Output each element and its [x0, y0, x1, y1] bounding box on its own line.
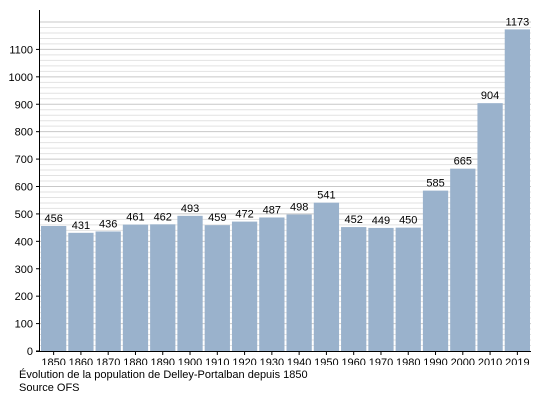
y-tick-label: 100 — [15, 319, 33, 331]
bar-1920 — [231, 221, 258, 351]
y-tick-label: 1000 — [9, 72, 33, 84]
data-label-1960: 452 — [345, 214, 363, 226]
data-label-1920: 472 — [235, 209, 253, 221]
y-tick-label: 800 — [15, 127, 33, 139]
data-label-1890: 462 — [154, 211, 172, 223]
x-tick-label-1920: 1920 — [232, 357, 256, 365]
bar-1880 — [122, 224, 149, 351]
x-tick-label-1910: 1910 — [205, 357, 229, 365]
x-tick-label-1860: 1860 — [69, 357, 93, 365]
data-label-1850: 456 — [44, 213, 62, 225]
data-label-1910: 459 — [208, 212, 226, 224]
bar-1960 — [341, 227, 367, 351]
x-tick-label-1870: 1870 — [96, 357, 120, 365]
x-tick-label-2010: 2010 — [478, 357, 502, 365]
data-label-1880: 461 — [126, 212, 144, 224]
x-tick-label-1970: 1970 — [369, 357, 393, 365]
data-label-1860: 431 — [72, 220, 90, 232]
y-tick-label: 200 — [15, 291, 33, 303]
caption-title: Évolution de la population de Delley-Por… — [19, 369, 308, 381]
bar-1850 — [41, 225, 67, 351]
x-tick-label-1950: 1950 — [314, 357, 338, 365]
axes — [36, 10, 531, 355]
bar-1910 — [204, 225, 230, 351]
bar-1900 — [177, 215, 203, 351]
x-tick-label-1900: 1900 — [178, 357, 202, 365]
bar-1950 — [313, 202, 340, 351]
data-label-1950: 541 — [317, 190, 335, 202]
gridlines — [40, 21, 531, 347]
data-label-2019: 1173 — [506, 16, 530, 28]
x-tick-label-1990: 1990 — [423, 357, 447, 365]
caption-source: Source OFS — [19, 382, 80, 394]
x-tick-labels: 1850 1860 1870 1880 1890 1900 1910 1920 1930 1940… — [41, 357, 529, 365]
x-tick-label-1930: 1930 — [260, 357, 284, 365]
bars — [41, 29, 530, 352]
data-label-1990: 585 — [426, 178, 444, 190]
x-tick-label-1880: 1880 — [123, 357, 147, 365]
x-tick-label-1850: 1850 — [41, 357, 65, 365]
bar-1860 — [68, 232, 94, 351]
data-label-2010: 904 — [481, 90, 499, 102]
data-label-1930: 487 — [263, 204, 281, 216]
bar-1970 — [368, 227, 394, 351]
data-label-1970: 449 — [372, 215, 390, 227]
bar-1980 — [395, 227, 421, 351]
bar-1870 — [95, 231, 121, 351]
x-tick-label-1980: 1980 — [396, 357, 420, 365]
bar-1940 — [286, 214, 312, 351]
data-label-1940: 498 — [290, 201, 308, 213]
bar-2019 — [504, 29, 530, 352]
data-label-1870: 436 — [99, 218, 117, 230]
bar-1930 — [259, 217, 285, 351]
y-tick-label: 600 — [15, 182, 33, 194]
x-tick-label-2019: 2019 — [505, 357, 529, 365]
y-tick-labels: 0 100 200 300 400 500 600 700 800 900 1000 1100 — [9, 44, 33, 358]
y-tick-label: 0 — [27, 346, 33, 358]
y-tick-label: 1100 — [9, 44, 33, 56]
y-tick-label: 900 — [15, 99, 33, 111]
bar-1990 — [422, 190, 449, 351]
y-tick-label: 700 — [15, 154, 33, 166]
x-tick-label-2000: 2000 — [451, 357, 475, 365]
bar-2010 — [477, 103, 503, 351]
bar-1890 — [150, 224, 176, 351]
data-label-1900: 493 — [181, 203, 199, 215]
x-tick-label-1890: 1890 — [151, 357, 175, 365]
y-tick-label: 400 — [15, 236, 33, 248]
data-label-2000: 665 — [454, 156, 472, 168]
x-tick-label-1940: 1940 — [287, 357, 311, 365]
population-bar-chart: 0 100 200 300 400 500 600 700 800 900 1000 1100 185… — [9, 10, 531, 365]
y-tick-label: 300 — [15, 264, 33, 276]
data-label-1980: 450 — [399, 215, 417, 227]
x-tick-label-1960: 1960 — [341, 357, 365, 365]
data-labels: 456 431 436 461 462 493 459 472 487 498 541 452 449 4… — [44, 16, 529, 231]
bar-2000 — [450, 168, 476, 351]
y-tick-label: 500 — [15, 209, 33, 221]
